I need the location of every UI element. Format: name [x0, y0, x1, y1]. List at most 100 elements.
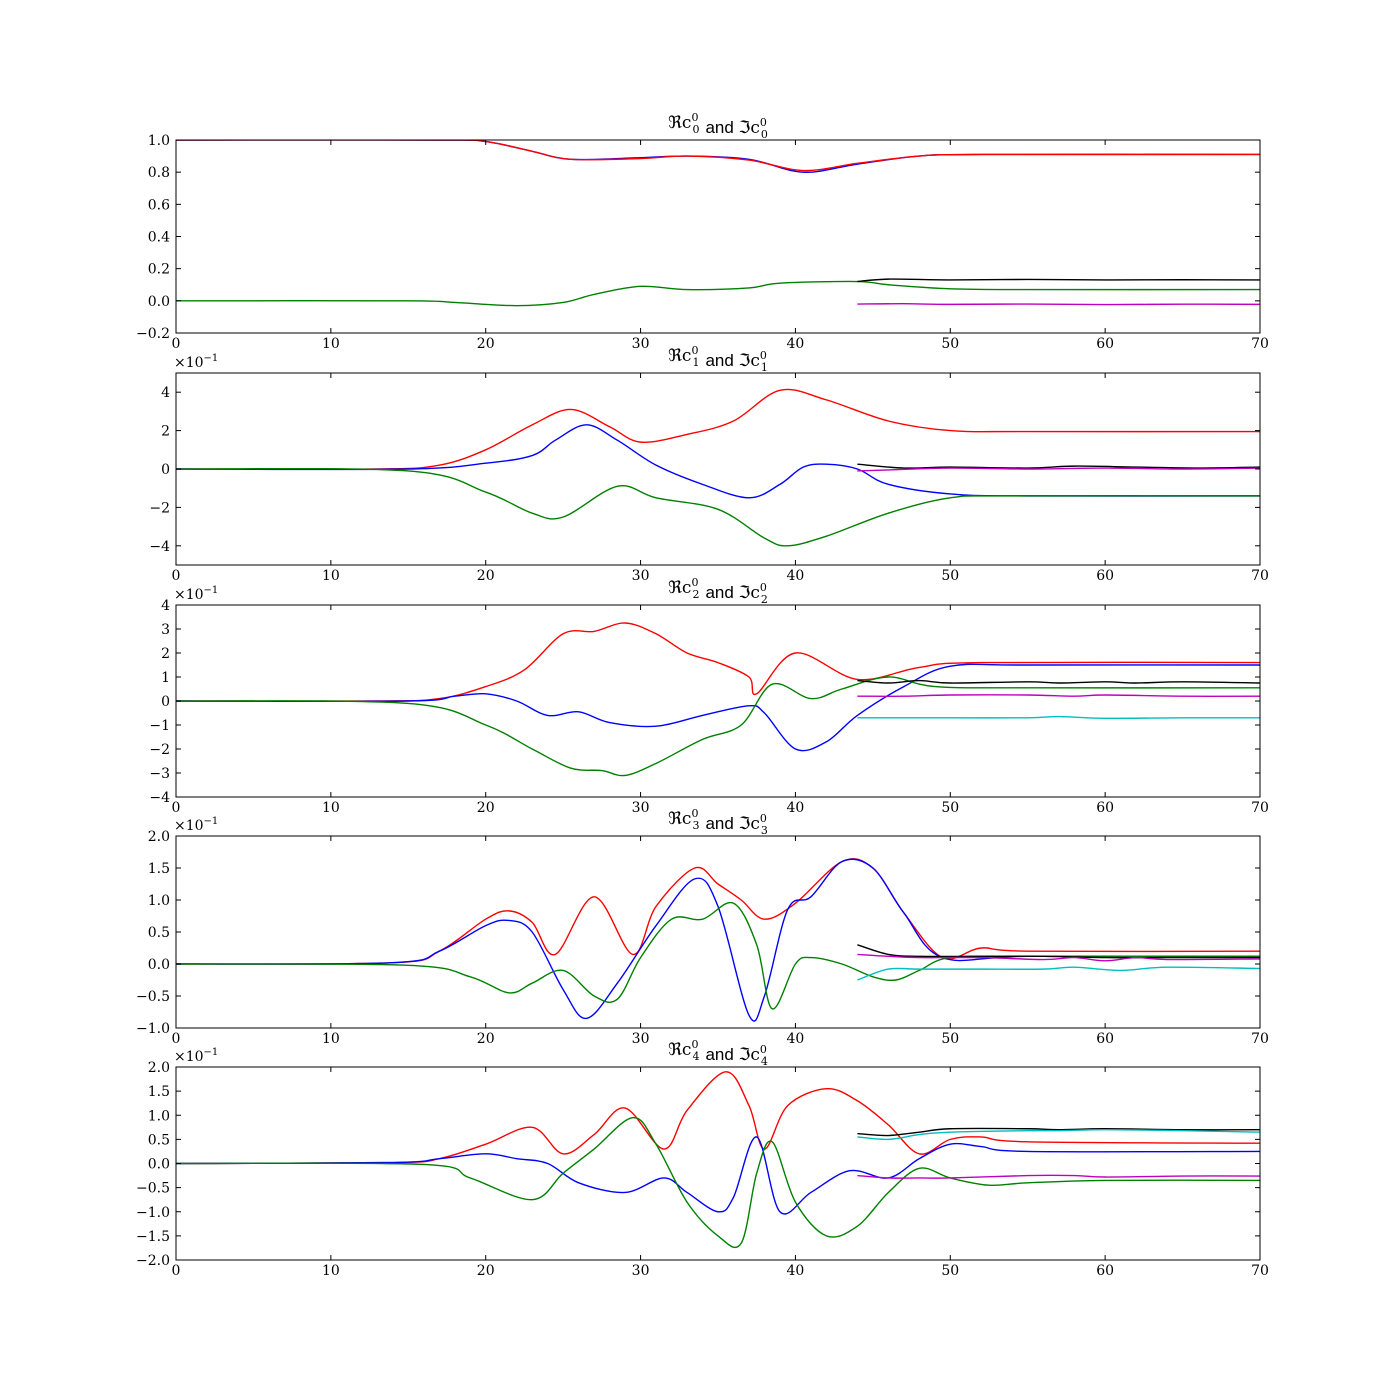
- y-tick-label: 0.4: [148, 230, 170, 246]
- x-tick-label: 0: [172, 1031, 181, 1047]
- series-line-0: [176, 858, 1260, 965]
- y-tick-label: 1.5: [148, 1084, 170, 1100]
- panel-3: 0 10 20 30 40 50 60 70 −1.0 −0.5 0.0 0.5 1.0 1.5 2.0×1…: [136, 807, 1269, 1047]
- series-line-1: [176, 424, 1260, 499]
- y-tick-label: 0.0: [148, 294, 170, 310]
- x-tick-label: 70: [1251, 800, 1269, 816]
- series-line-4: [857, 467, 1260, 472]
- y-tick-label: −0.2: [136, 326, 170, 342]
- x-tick-label: 70: [1251, 568, 1269, 584]
- x-tick-label: 40: [787, 1031, 805, 1047]
- series-group: [176, 1071, 1260, 1249]
- x-tick-label: 50: [941, 568, 959, 584]
- x-tick-label: 40: [787, 800, 805, 816]
- offset-text: ×10−1: [174, 1047, 218, 1065]
- x-tick-label: 10: [322, 1263, 340, 1279]
- y-tick-label: −1.0: [136, 1021, 170, 1037]
- y-tick-label: 1.0: [148, 1108, 170, 1124]
- y-tick-label: −1.5: [136, 1229, 170, 1245]
- series-line-2: [176, 1116, 1260, 1249]
- y-tick-label: 2: [161, 424, 170, 440]
- x-tick-label: 50: [941, 1263, 959, 1279]
- x-tick-label: 10: [322, 1031, 340, 1047]
- y-tick-label: 2.0: [148, 1060, 170, 1076]
- series-line-3: [857, 679, 1260, 684]
- x-tick-label: 30: [632, 1263, 650, 1279]
- series-group: [176, 388, 1260, 547]
- x-tick-label: 50: [941, 336, 959, 352]
- y-tick-label: −3: [149, 766, 170, 782]
- series-line-0: [176, 622, 1260, 702]
- y-tick-label: −2.0: [136, 1253, 170, 1269]
- series-line-1: [176, 663, 1260, 752]
- panel-title: ℜc0 2 and ℑc0 2: [668, 576, 768, 606]
- series-line-2: [176, 901, 1260, 1010]
- x-tick-label: 70: [1251, 1031, 1269, 1047]
- x-tick-label: 10: [322, 568, 340, 584]
- y-tick-label: 0: [161, 462, 170, 478]
- panel-0: 0 10 20 30 40 50 60 70 −0.2 0.0 0.2 0.4 0.6 0.8 1.0 ℜc0…: [136, 111, 1269, 352]
- x-tick-label: 0: [172, 800, 181, 816]
- y-tick-label: −0.5: [136, 1181, 170, 1197]
- panel-title: ℜc0 3 and ℑc0 3: [668, 807, 768, 837]
- y-tick-label: 0: [161, 694, 170, 710]
- x-tick-label: 30: [632, 336, 650, 352]
- x-tick-label: 30: [632, 568, 650, 584]
- y-tick-label: 0.2: [148, 262, 170, 278]
- y-tick-label: −2: [149, 500, 170, 516]
- series-line-2: [176, 676, 1260, 777]
- y-tick-label: 0.5: [148, 1132, 170, 1148]
- x-tick-label: 60: [1096, 336, 1114, 352]
- y-tick-label: 2.0: [148, 829, 170, 845]
- x-tick-label: 10: [322, 336, 340, 352]
- x-tick-label: 0: [172, 1263, 181, 1279]
- x-tick-label: 60: [1096, 568, 1114, 584]
- series-line-5: [857, 715, 1260, 720]
- offset-text: ×10−1: [174, 353, 218, 371]
- x-tick-label: 20: [477, 336, 495, 352]
- series-group: [176, 622, 1260, 777]
- x-tick-label: 60: [1096, 800, 1114, 816]
- series-line-5: [857, 966, 1260, 981]
- series-line-0: [176, 1071, 1260, 1165]
- series-line-3: [857, 1127, 1260, 1137]
- y-tick-label: −4: [149, 539, 170, 555]
- y-tick-label: 0.0: [148, 1157, 170, 1173]
- y-tick-label: −4: [149, 790, 170, 806]
- y-tick-label: 3: [161, 622, 170, 638]
- series-group: [176, 858, 1260, 1022]
- y-tick-label: −1.0: [136, 1205, 170, 1221]
- series-line-1: [176, 1136, 1260, 1215]
- y-tick-label: 1.0: [148, 893, 170, 909]
- series-line-4: [857, 1129, 1260, 1141]
- y-tick-label: 1.5: [148, 861, 170, 877]
- panel-1: 0 10 20 30 40 50 60 70 −4 −2 0 2 4×10−1 ℜc0 1 and ℑc0 1: [149, 344, 1269, 584]
- series-line-3: [857, 463, 1260, 469]
- x-tick-label: 70: [1251, 1263, 1269, 1279]
- y-tick-label: 0.6: [148, 197, 170, 213]
- x-tick-label: 20: [477, 800, 495, 816]
- x-tick-label: 20: [477, 568, 495, 584]
- offset-text: ×10−1: [174, 585, 218, 603]
- x-tick-label: 40: [787, 336, 805, 352]
- y-tick-label: 4: [161, 598, 170, 614]
- x-tick-label: 70: [1251, 336, 1269, 352]
- x-tick-label: 50: [941, 800, 959, 816]
- y-tick-label: −2: [149, 742, 170, 758]
- x-tick-label: 10: [322, 800, 340, 816]
- series-line-4: [857, 953, 1260, 962]
- y-tick-label: −1: [149, 718, 170, 734]
- series-line-1: [176, 858, 1260, 1022]
- series-line-4: [857, 303, 1260, 306]
- y-tick-label: 4: [161, 385, 170, 401]
- x-tick-label: 40: [787, 568, 805, 584]
- panel-title: ℜc0 4 and ℑc0 4: [668, 1038, 768, 1068]
- series-line-2: [176, 280, 1260, 307]
- panel-4: 0 10 20 30 40 50 60 70 −2.0 −1.5 −1.0 −0.5 0.0 0.5 1.0…: [136, 1038, 1269, 1279]
- panel-title: ℜc0 0 and ℑc0 0: [668, 111, 768, 141]
- series-line-4: [857, 694, 1260, 697]
- y-tick-label: 0.0: [148, 957, 170, 973]
- series-line-0: [176, 388, 1260, 470]
- panel-2: 0 10 20 30 40 50 60 70 −4 −3 −2 −1 0 1 2 3 4×10−1 ℜc0 2 and…: [149, 576, 1269, 816]
